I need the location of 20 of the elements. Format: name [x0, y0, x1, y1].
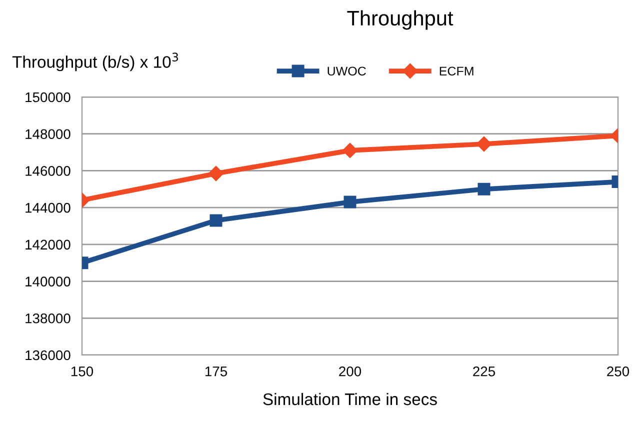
point	[342, 142, 358, 158]
x-tick-label: 175	[205, 366, 228, 376]
legend-label: UWOC	[328, 66, 366, 76]
y-axis-title: Throughput (b/s) x 10$^{3}$	[12, 52, 178, 72]
x-axis-title: Simulation Time in secs	[263, 392, 437, 406]
y-tick-label: 138000	[26, 313, 70, 324]
y-tick-label: 142000	[26, 240, 70, 250]
y-tick-label: 144000	[26, 202, 70, 213]
legend-label: ECFM	[440, 66, 474, 76]
x-tick-label: 250	[607, 366, 630, 376]
chart-title: Throughput	[347, 10, 454, 30]
y-tick-label: 140000	[26, 276, 70, 286]
x-tick-label: 225	[473, 366, 496, 376]
y-tick-label: 146000	[26, 166, 70, 176]
x-tick-label: 200	[339, 366, 362, 376]
point	[344, 196, 356, 208]
y-tick-label: 148000	[26, 129, 70, 140]
y-tick-label: 136000	[26, 350, 70, 360]
y-tick-label: 150000	[26, 92, 70, 102]
x-tick-label: 150	[71, 366, 94, 376]
